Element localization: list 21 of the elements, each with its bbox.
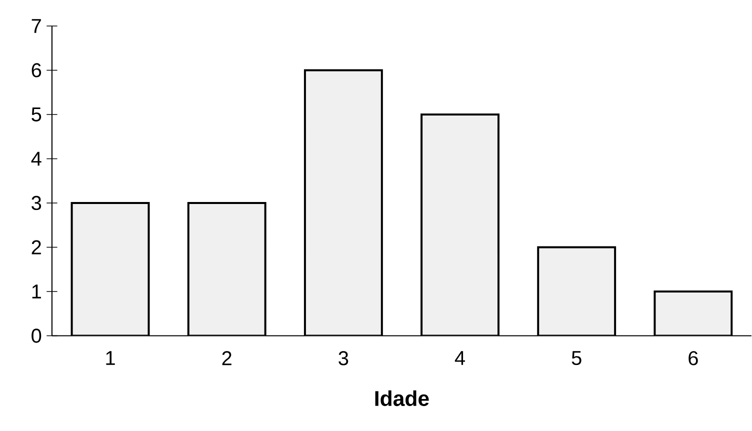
bar <box>420 114 500 336</box>
bar <box>187 202 266 336</box>
bar <box>537 246 616 336</box>
y-tick-label: 3 <box>32 196 42 210</box>
bar <box>304 69 383 336</box>
x-tick-label: 6 <box>688 351 698 366</box>
y-tick-label: 5 <box>32 108 42 122</box>
y-tick-label: 6 <box>32 63 42 78</box>
y-tick-label: 2 <box>32 240 41 254</box>
x-tick-label: 4 <box>454 351 465 366</box>
y-tick-label: 7 <box>32 19 41 34</box>
y-tick-label: 4 <box>31 152 42 166</box>
y-tick-label: 1 <box>32 284 41 299</box>
x-tick-label: 5 <box>572 351 582 366</box>
x-tick-label: 1 <box>106 351 115 366</box>
y-tick-label: 0 <box>32 328 42 343</box>
bar <box>70 202 150 336</box>
bar <box>654 290 733 336</box>
x-tick-label: 3 <box>338 351 348 366</box>
x-tick-label: 2 <box>222 351 232 366</box>
x-axis-title: Idade <box>375 390 429 406</box>
